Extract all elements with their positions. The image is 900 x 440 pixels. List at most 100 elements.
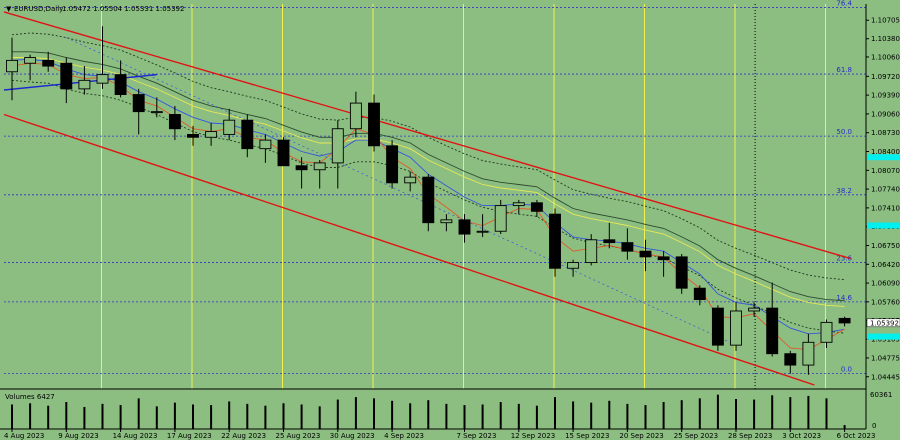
slow-ma-line: [12, 57, 845, 307]
y-tick-label: 1.09060: [871, 110, 900, 118]
candle-bear: [838, 317, 851, 324]
candle-bear: [603, 239, 616, 244]
y-tick-label: 1.06090: [871, 280, 900, 288]
candle-bull: [567, 262, 580, 269]
chart-header: ▼ EURUSD,Daily 1.05472 1.05504 1.05331 1…: [6, 5, 184, 13]
y-tick-label: 1.10060: [871, 53, 900, 61]
candle-bull: [205, 131, 218, 138]
candle-bull: [259, 139, 272, 150]
current-price-label: 1.05392: [870, 319, 899, 327]
channel-lower-line: [3, 113, 815, 386]
fib-level-label: 14.6: [836, 294, 852, 302]
x-tick-label: 4 Aug 2023: [4, 432, 44, 440]
candles: [6, 26, 851, 375]
candle-bear: [295, 165, 308, 171]
x-tick-label: 28 Sep 2023: [728, 432, 772, 440]
x-tick-label: 6 Oct 2023: [837, 432, 876, 440]
candle-bull: [802, 341, 815, 366]
x-tick-label: 12 Sep 2023: [511, 432, 555, 440]
vertical-markers: [101, 4, 826, 389]
candle-bull: [78, 79, 91, 90]
x-tick-label: 3 Oct 2023: [782, 432, 821, 440]
volume-bars: [11, 394, 846, 429]
candle-bear: [784, 353, 797, 366]
y-tick-label: 1.09390: [871, 92, 900, 100]
x-tick-label: 15 Sep 2023: [565, 432, 609, 440]
candle-bull: [24, 57, 37, 64]
x-tick-label: 7 Sep 2023: [457, 432, 497, 440]
candle-bear: [168, 114, 181, 130]
x-tick-label: 9 Aug 2023: [58, 432, 98, 440]
candle-bear: [114, 74, 127, 96]
y-tick-label: 1.04775: [871, 354, 900, 362]
y-tick-label: 1.08730: [871, 129, 900, 137]
candle-bear: [422, 176, 435, 224]
candle-bear: [549, 213, 561, 269]
y-tick-label: 1.07410: [871, 204, 900, 212]
y-tick-label: 1.04445: [871, 373, 900, 381]
axis-labels: 1.10705 1.10380 1.10060 1.09720 1.09390 1.090…: [4, 17, 900, 440]
candle-bull: [313, 162, 326, 171]
candle-bear: [368, 102, 380, 147]
candle-bull: [585, 239, 598, 264]
price-alert-marker: [867, 154, 900, 161]
candle-bear: [530, 202, 543, 212]
x-tick-label: 14 Aug 2023: [113, 432, 158, 440]
y-tick-label: 1.10705: [871, 17, 900, 25]
x-tick-label: 25 Sep 2023: [674, 432, 718, 440]
fib-level-label: 50.0: [836, 128, 852, 136]
x-tick-label: 17 Aug 2023: [167, 432, 212, 440]
x-tick-label: 4 Sep 2023: [384, 432, 424, 440]
candle-bear: [639, 250, 652, 258]
candle-bull: [331, 128, 344, 164]
candle-bull: [730, 310, 742, 346]
long-ma-line: [12, 51, 845, 302]
x-tick-label: 20 Sep 2023: [619, 432, 663, 440]
candle-bear: [60, 62, 73, 90]
candle-bear: [241, 119, 254, 150]
y-tick-label: 1.05105: [871, 336, 900, 344]
candle-bear: [675, 256, 688, 289]
candle-bull: [349, 102, 362, 130]
candle-bull: [440, 219, 453, 224]
candle-bear: [657, 256, 670, 261]
y-tick-label: 1.09720: [871, 73, 900, 81]
ohlc-label: 1.05472 1.05504 1.05331 1.05392: [62, 5, 184, 13]
candle-bear: [386, 145, 399, 184]
candle-bull: [748, 307, 761, 312]
price-alert-marker: [867, 222, 900, 229]
current-price-box: [866, 318, 900, 328]
candle-bear: [42, 59, 55, 67]
candle-bear: [711, 307, 724, 346]
y-tick-label: 1.10380: [871, 35, 900, 43]
fibonacci-levels: 76.4 61.8 50.0 38.2 23.6 14.6 0.0: [4, 0, 866, 375]
candle-bear: [458, 219, 471, 235]
y-tick-label: 1.07740: [871, 186, 900, 194]
candle-bull: [150, 111, 163, 114]
candle-bear: [277, 139, 290, 167]
candle-bull: [404, 176, 417, 184]
x-tick-label: 22 Aug 2023: [221, 432, 266, 440]
fib-level-label: 38.2: [836, 187, 852, 195]
candle-bull: [512, 202, 525, 207]
x-tick-label: 30 Aug 2023: [330, 432, 375, 440]
candle-bull: [6, 59, 18, 73]
channel-upper-line: [3, 11, 851, 260]
dropdown-arrow-icon[interactable]: ▼: [6, 5, 12, 13]
candle-bull: [494, 205, 507, 232]
candle-bear: [187, 133, 199, 138]
candle-bull: [96, 74, 109, 84]
y-tick-label: 1.08070: [871, 167, 900, 175]
fib-level-label: 23.6: [836, 255, 852, 263]
candle-bear: [132, 94, 145, 113]
y-tick-label: 1.06420: [871, 261, 900, 269]
fib-level-label: 76.4: [836, 0, 852, 7]
candle-bull: [476, 230, 489, 233]
fib-level-label: 0.0: [841, 366, 852, 374]
fib-level-label: 61.8: [836, 66, 852, 74]
y-tick-label: 1.08400: [871, 148, 900, 156]
candle-bear: [766, 307, 779, 355]
volume-axis-zero: 0: [872, 422, 876, 430]
x-tick-label: 25 Aug 2023: [276, 432, 321, 440]
